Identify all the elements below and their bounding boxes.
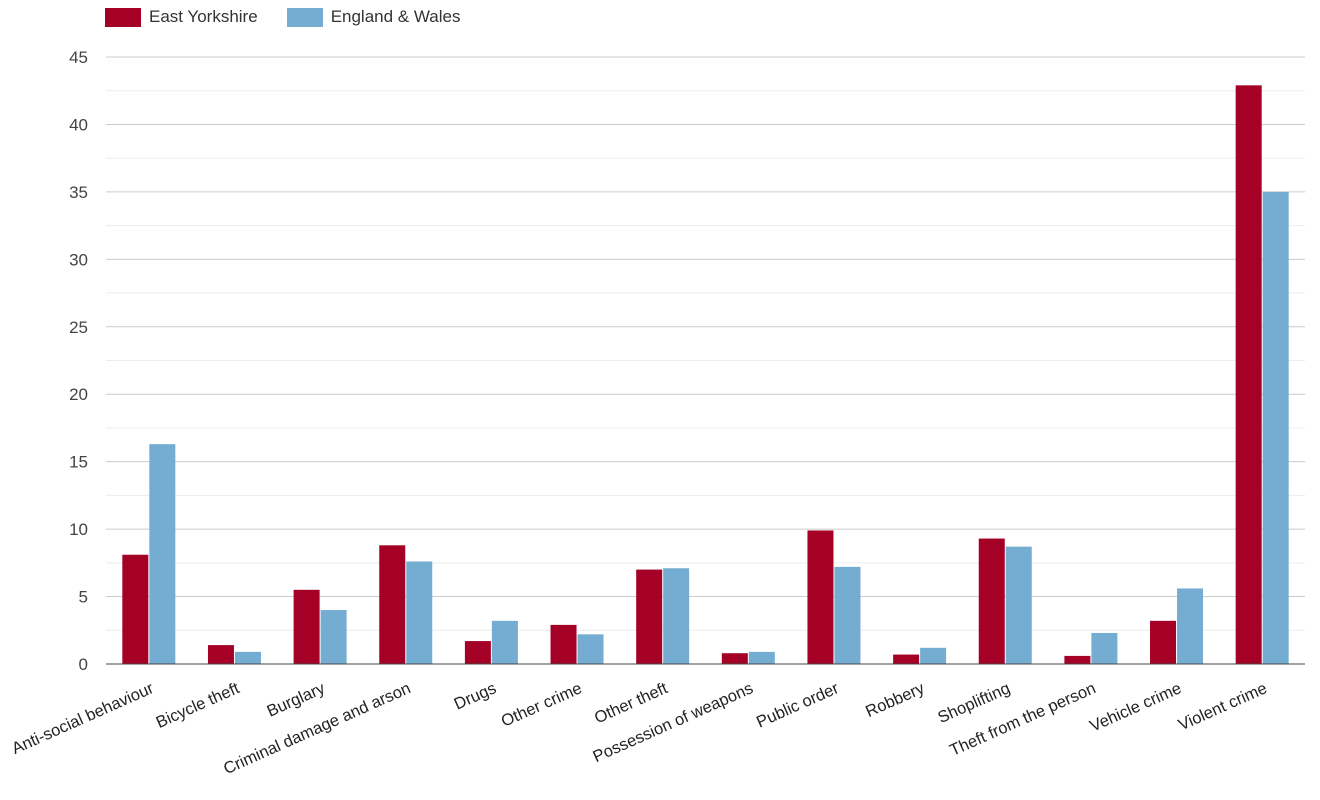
y-tick-label: 30: [69, 250, 88, 269]
x-tick-label: Vehicle crime: [1087, 679, 1184, 735]
legend-swatch-england-wales: [286, 7, 323, 27]
chart-legend: East Yorkshire England & Wales: [105, 7, 489, 27]
y-tick-label: 40: [69, 115, 88, 134]
bar-east-yorkshire-burglary[interactable]: [293, 589, 320, 664]
bar-england-wales-other-theft[interactable]: [663, 568, 690, 664]
bar-england-wales-bicycle-theft[interactable]: [234, 651, 261, 664]
x-tick-label: Robbery: [863, 679, 928, 721]
bar-east-yorkshire-public-order[interactable]: [807, 530, 834, 664]
y-tick-label: 0: [79, 655, 88, 674]
bar-east-yorkshire-drugs[interactable]: [464, 641, 491, 664]
y-tick-label: 35: [69, 183, 88, 202]
bar-east-yorkshire-theft-from-the-person[interactable]: [1064, 655, 1091, 664]
x-tick-label: Possession of weapons: [590, 679, 756, 766]
x-tick-label: Drugs: [451, 679, 499, 713]
y-tick-label: 10: [69, 520, 88, 539]
legend-swatch-east-yorkshire: [105, 7, 141, 27]
x-tick-label: Bicycle theft: [153, 679, 242, 732]
x-tick-label: Anti-social behaviour: [9, 679, 157, 758]
grid-lines: [106, 56, 1305, 631]
bar-east-yorkshire-robbery[interactable]: [893, 654, 920, 664]
bar-east-yorkshire-vehicle-crime[interactable]: [1150, 620, 1177, 664]
bar-east-yorkshire-bicycle-theft[interactable]: [207, 645, 234, 664]
x-tick-label: Other crime: [499, 679, 585, 730]
bar-england-wales-robbery[interactable]: [920, 647, 947, 664]
y-tick-label: 15: [69, 453, 88, 472]
bars: [122, 85, 1289, 665]
x-tick-label: Violent crime: [1176, 679, 1270, 734]
bar-england-wales-possession-of-weapons[interactable]: [748, 651, 775, 664]
bar-east-yorkshire-anti-social-behaviour[interactable]: [122, 554, 149, 664]
bar-east-yorkshire-shoplifting[interactable]: [978, 538, 1005, 664]
x-tick-label: Burglary: [264, 679, 328, 721]
bar-england-wales-other-crime[interactable]: [577, 634, 604, 664]
bar-east-yorkshire-possession-of-weapons[interactable]: [721, 653, 748, 664]
legend-item-england-wales[interactable]: England & Wales: [286, 7, 461, 27]
bar-east-yorkshire-other-theft[interactable]: [636, 569, 663, 664]
bar-england-wales-anti-social-behaviour[interactable]: [149, 444, 176, 664]
y-tick-label: 20: [69, 385, 88, 404]
bar-england-wales-theft-from-the-person[interactable]: [1091, 632, 1118, 664]
bar-england-wales-burglary[interactable]: [320, 610, 347, 664]
legend-label-east-yorkshire: East Yorkshire: [149, 7, 258, 26]
legend-label-england-wales: England & Wales: [330, 7, 461, 26]
bar-england-wales-violent-crime[interactable]: [1262, 191, 1289, 664]
bar-england-wales-drugs[interactable]: [491, 620, 518, 664]
bar-east-yorkshire-violent-crime[interactable]: [1235, 85, 1262, 665]
bar-east-yorkshire-criminal-damage-and-arson[interactable]: [379, 545, 406, 664]
y-axis-ticks: 0 5 10 15 20 25 30 35 40 45: [69, 48, 88, 674]
bar-england-wales-vehicle-crime[interactable]: [1177, 588, 1204, 664]
bar-east-yorkshire-other-crime[interactable]: [550, 624, 577, 664]
y-tick-label: 5: [79, 588, 88, 607]
bar-england-wales-public-order[interactable]: [834, 566, 861, 664]
y-tick-label: 25: [69, 318, 88, 337]
legend-item-east-yorkshire[interactable]: East Yorkshire: [105, 7, 258, 27]
y-tick-label: 45: [69, 48, 88, 67]
x-tick-label: Public order: [754, 679, 842, 731]
x-tick-label: Theft from the person: [947, 679, 1098, 760]
bar-england-wales-criminal-damage-and-arson[interactable]: [406, 561, 433, 664]
bar-england-wales-shoplifting[interactable]: [1005, 546, 1032, 664]
